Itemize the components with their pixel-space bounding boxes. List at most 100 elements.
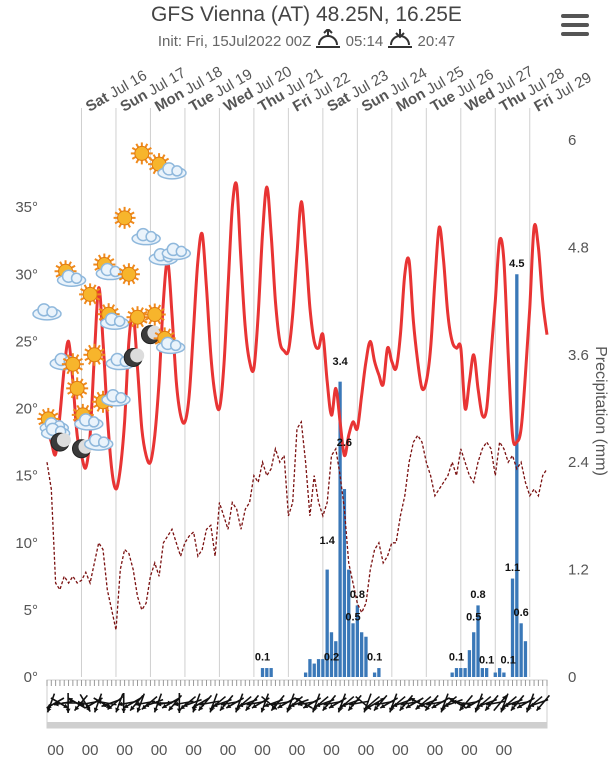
sun-ray [147, 147, 152, 151]
wind-arrow-head [65, 708, 71, 713]
wind-arrow-head [289, 702, 295, 708]
precip-label: 0.1 [501, 654, 516, 666]
sun-ray [106, 254, 111, 259]
wind-arrow-head [501, 704, 507, 710]
sun-ray [66, 369, 71, 375]
wind-arrow [443, 698, 463, 708]
precip-bar [364, 636, 368, 677]
precip-label: 0.5 [345, 611, 360, 623]
wind-arrow-head [294, 698, 300, 703]
y-right-tick: 1.2 [568, 562, 589, 579]
wind-arrow-head [135, 701, 141, 707]
sun-ray [95, 288, 101, 292]
y-right-tick: 3.6 [568, 347, 589, 364]
wind-arrow-head [192, 703, 198, 708]
precip-bar [459, 668, 463, 677]
wind-arrow [286, 695, 304, 711]
temperature-line [45, 181, 549, 491]
wind-arrow-head [121, 708, 127, 713]
precip-bar [454, 668, 459, 677]
wind-arrow-head [503, 702, 509, 708]
moon-light [130, 348, 145, 363]
precip-bar [523, 641, 528, 677]
wind-arrow-head [410, 698, 416, 703]
sun-ray [97, 344, 101, 350]
cloud-puff [46, 306, 58, 318]
sun-ray [148, 320, 153, 325]
wind-arrow [235, 695, 252, 711]
precipitation-labels: 0.1 1.4 0.2 3.4 2.6 0.8 0.5 0.1 0.1 0.8 0.5 0.1 0.1 1… [255, 258, 529, 666]
precip-label: 0.1 [449, 652, 464, 664]
sun-ray [53, 412, 59, 417]
wind-arrow-head [93, 707, 99, 713]
cloud-puff [169, 339, 182, 352]
sun-disc [134, 145, 150, 161]
sun-ray [70, 393, 75, 399]
sun-ray [62, 357, 68, 362]
sun-ray [157, 304, 162, 309]
hour-label: 00 [392, 742, 409, 759]
sun-ray [143, 319, 148, 324]
precip-label: 2.6 [337, 437, 352, 449]
wind-arrow-head [144, 702, 150, 708]
precip-label: 3.4 [332, 356, 348, 368]
y-left-tick: 0° [24, 669, 38, 686]
sun-ray [92, 299, 97, 305]
sun-ray [167, 328, 172, 333]
precip-bar [485, 668, 489, 677]
precip-bar [312, 663, 316, 677]
chart-subtitle: Init: Fri, 15Jul2022 00Z 05:14 20:47 [0, 27, 613, 53]
precip-bar [334, 641, 338, 677]
wind-arrow-head [136, 707, 142, 713]
wind-arrow-head [392, 702, 398, 708]
sun-disc [121, 266, 137, 282]
sun-ray [118, 223, 122, 228]
wind-arrow-head [192, 707, 197, 713]
sun-ray [134, 276, 139, 281]
wind-arrow-head [303, 703, 309, 708]
sun-ray [99, 357, 105, 362]
sun-ray [80, 288, 85, 292]
sun-icon [130, 142, 153, 165]
cloud-icon [101, 389, 131, 407]
sun-cloud-icon [54, 260, 87, 287]
wind-arrow-head [74, 705, 80, 711]
sun-ray [84, 348, 89, 353]
moon-light [56, 433, 71, 448]
dewpoint-line [46, 419, 548, 631]
sun-ray [135, 158, 140, 164]
sun-ray [130, 220, 135, 225]
wind-arrow-head [510, 705, 516, 711]
precip-bar [321, 659, 325, 677]
wind-arrow-head [46, 707, 52, 713]
wind-arrow [199, 700, 220, 707]
sun-ray [82, 390, 88, 395]
sun-disc [117, 210, 133, 226]
y-axis-right-title: Precipitation (mm) [592, 346, 609, 476]
temperature-series [45, 181, 549, 491]
y-right-tick: 4.8 [568, 239, 589, 256]
precip-bar [497, 668, 502, 677]
sun-ray [140, 307, 144, 312]
sun-ray [152, 154, 157, 159]
precip-bar [493, 672, 497, 677]
wind-arrow-head [426, 701, 431, 707]
sun-disc [130, 309, 146, 325]
sun-ray [105, 407, 110, 412]
precip-bar [347, 569, 351, 677]
sun-icon [66, 377, 89, 400]
sun-ray [97, 360, 101, 365]
cloud-puff [175, 245, 188, 258]
wind-arrow-head [465, 703, 471, 708]
wind-arrow-head [101, 702, 107, 708]
wind-arrow-head [156, 701, 162, 707]
precip-bar [338, 381, 342, 677]
cloud-icon [131, 227, 161, 246]
sun-ray [88, 360, 92, 365]
precip-bar [325, 569, 329, 677]
menu-icon[interactable] [561, 14, 589, 38]
wind-arrow [338, 695, 355, 711]
dewpoint-series [46, 419, 548, 631]
wind-arrow-head [235, 704, 241, 710]
wind-arrow [129, 694, 144, 712]
